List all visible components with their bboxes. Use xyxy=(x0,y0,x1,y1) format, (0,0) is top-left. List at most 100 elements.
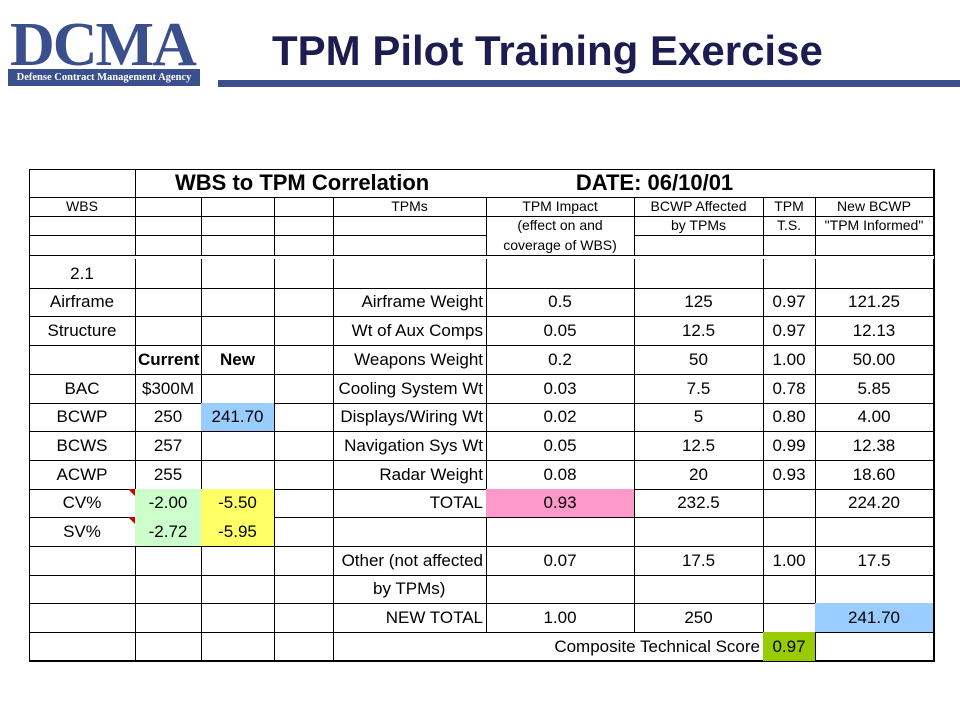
other-new-bcwp[interactable]: 17.5 xyxy=(815,546,934,576)
cell-blank[interactable] xyxy=(29,216,136,236)
tpm-bcwp-affected[interactable]: 50 xyxy=(634,345,764,375)
sheet-date[interactable]: DATE: 06/10/01 xyxy=(486,169,816,198)
wbs-bcwp[interactable]: BCWP xyxy=(29,403,136,432)
tpm-ts[interactable]: 0.93 xyxy=(763,460,816,490)
tpm-ts[interactable]: 0.97 xyxy=(763,316,816,346)
sheet-banner[interactable]: WBS to TPM Correlation xyxy=(135,169,816,198)
cell-blank[interactable] xyxy=(29,169,136,198)
cell-blank[interactable] xyxy=(763,575,816,604)
tpm-name[interactable]: Displays/Wiring Wt xyxy=(333,403,487,432)
header-tpm-ts-2[interactable]: T.S. xyxy=(763,216,816,236)
cell-blank[interactable] xyxy=(815,632,934,662)
cell-blank[interactable] xyxy=(274,374,334,404)
cell-blank[interactable] xyxy=(274,316,334,346)
cell-blank[interactable] xyxy=(763,489,816,518)
header-new-bcwp[interactable]: New BCWP xyxy=(815,197,934,217)
wbs-acwp[interactable]: ACWP xyxy=(29,460,136,490)
new-total-new-bcwp[interactable]: 241.70 xyxy=(815,603,934,633)
cell-blank[interactable] xyxy=(29,632,136,662)
other-ts[interactable]: 1.00 xyxy=(763,546,816,576)
wbs-bcws[interactable]: BCWS xyxy=(29,431,136,461)
tpm-ts[interactable]: 0.97 xyxy=(763,288,816,317)
cell-blank[interactable] xyxy=(135,216,202,236)
tpm-impact[interactable]: 0.05 xyxy=(486,431,635,461)
tpm-impact[interactable]: 0.5 xyxy=(486,288,635,317)
cell-blank[interactable] xyxy=(135,259,202,289)
tpm-new-bcwp[interactable]: 12.13 xyxy=(815,316,934,346)
cell-blank[interactable] xyxy=(29,603,136,633)
cell-blank[interactable] xyxy=(815,259,934,289)
new-total-impact[interactable]: 1.00 xyxy=(486,603,635,633)
tpm-bcwp-affected[interactable]: 5 xyxy=(634,403,764,432)
new-total-bcwp[interactable]: 250 xyxy=(634,603,764,633)
cell-blank[interactable] xyxy=(815,517,934,547)
sv-new[interactable]: -5.95 xyxy=(201,517,275,547)
cell-blank[interactable] xyxy=(763,259,816,289)
header-impact-2[interactable]: (effect on and xyxy=(486,216,635,236)
total-label[interactable]: TOTAL xyxy=(333,489,487,518)
tpm-ts[interactable]: 0.99 xyxy=(763,431,816,461)
tpm-ts[interactable]: 0.80 xyxy=(763,403,816,432)
cell-blank[interactable] xyxy=(135,632,202,662)
cell-blank[interactable] xyxy=(201,288,275,317)
total-bcwp[interactable]: 232.5 xyxy=(634,489,764,518)
tpm-new-bcwp[interactable]: 5.85 xyxy=(815,374,934,404)
cell-blank[interactable] xyxy=(634,517,764,547)
tpm-name[interactable]: Cooling System Wt xyxy=(333,374,487,404)
cell-blank[interactable] xyxy=(274,288,334,317)
tpm-bcwp-affected[interactable]: 7.5 xyxy=(634,374,764,404)
cell-blank[interactable] xyxy=(274,632,334,662)
cell-blank[interactable] xyxy=(201,632,275,662)
cell-blank[interactable] xyxy=(274,259,334,289)
cell-blank[interactable] xyxy=(274,460,334,490)
cell-blank[interactable] xyxy=(201,235,275,256)
cell-blank[interactable] xyxy=(135,546,202,576)
header-new-bcwp-2[interactable]: "TPM Informed" xyxy=(815,216,934,236)
tpm-new-bcwp[interactable]: 121.25 xyxy=(815,288,934,317)
cell-blank[interactable] xyxy=(634,259,764,289)
bcws-current[interactable]: 257 xyxy=(135,431,202,461)
cell-blank[interactable] xyxy=(634,235,764,256)
bac-current[interactable]: $300M xyxy=(135,374,202,404)
cell-blank[interactable] xyxy=(274,403,334,432)
wbs-bac[interactable]: BAC xyxy=(29,374,136,404)
tpm-ts[interactable]: 0.78 xyxy=(763,374,816,404)
cell-blank[interactable] xyxy=(274,235,334,256)
cell-blank[interactable] xyxy=(763,517,816,547)
cell-blank[interactable] xyxy=(201,316,275,346)
cell-blank[interactable] xyxy=(333,216,487,236)
cell-blank[interactable] xyxy=(274,345,334,375)
tpm-new-bcwp[interactable]: 18.60 xyxy=(815,460,934,490)
bcwp-new[interactable]: 241.70 xyxy=(201,403,275,432)
header-impact[interactable]: TPM Impact xyxy=(486,197,635,217)
cell-blank[interactable] xyxy=(201,546,275,576)
tpm-new-bcwp[interactable]: 12.38 xyxy=(815,431,934,461)
tpm-bcwp-affected[interactable]: 125 xyxy=(634,288,764,317)
wbs-id[interactable]: 2.1 xyxy=(29,259,136,289)
cell-blank[interactable] xyxy=(201,460,275,490)
tpm-name[interactable]: Radar Weight xyxy=(333,460,487,490)
composite-label[interactable]: Composite Technical Score xyxy=(333,632,764,662)
cell-blank[interactable] xyxy=(29,575,136,604)
tpm-new-bcwp[interactable]: 50.00 xyxy=(815,345,934,375)
header-bcwp-affected-2[interactable]: by TPMs xyxy=(634,216,764,236)
tpm-name[interactable]: Wt of Aux Comps xyxy=(333,316,487,346)
cell-blank[interactable] xyxy=(486,517,635,547)
tpm-impact[interactable]: 0.2 xyxy=(486,345,635,375)
bcwp-current[interactable]: 250 xyxy=(135,403,202,432)
cell-blank[interactable] xyxy=(201,374,275,404)
cell-blank[interactable] xyxy=(135,197,202,217)
cell-blank[interactable] xyxy=(274,603,334,633)
cell-blank[interactable] xyxy=(634,575,764,604)
cell-blank[interactable] xyxy=(201,431,275,461)
cell-blank[interactable] xyxy=(763,603,816,633)
cell-blank[interactable] xyxy=(135,235,202,256)
tpm-name[interactable]: Navigation Sys Wt xyxy=(333,431,487,461)
cell-blank[interactable] xyxy=(333,235,487,256)
header-wbs[interactable]: WBS xyxy=(29,197,136,217)
cell-blank[interactable] xyxy=(763,235,816,256)
tpm-impact[interactable]: 0.03 xyxy=(486,374,635,404)
cell-blank[interactable] xyxy=(333,259,487,289)
new-total-label[interactable]: NEW TOTAL xyxy=(333,603,487,633)
cell-blank[interactable] xyxy=(201,259,275,289)
